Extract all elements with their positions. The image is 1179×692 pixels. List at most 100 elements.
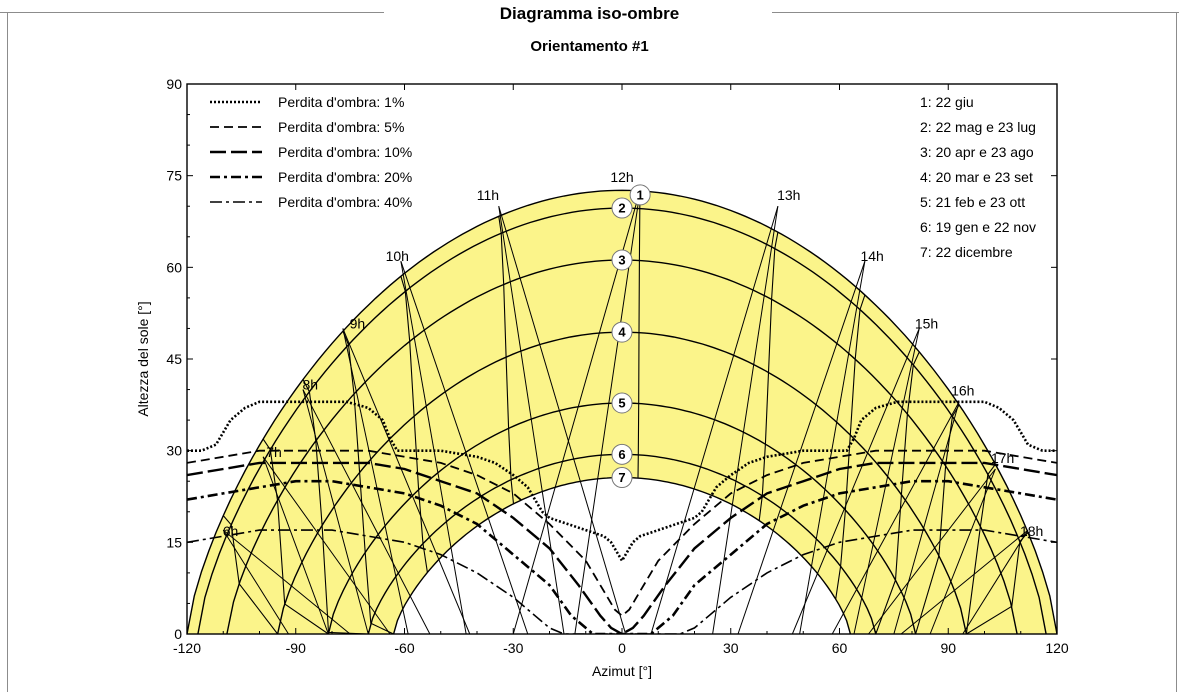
hour-line [850, 532, 1029, 634]
hour-ray [400, 261, 467, 634]
date-legend-item: 6: 19 gen e 22 nov [920, 219, 1036, 235]
date-legend-item: 1: 22 giu [920, 94, 974, 110]
hour-ray [900, 529, 1029, 634]
hour-ray [222, 529, 289, 634]
y-tick-label: 0 [174, 626, 182, 642]
hour-label: 16h [951, 383, 974, 399]
x-tick-label: 30 [723, 640, 739, 656]
hour-line [850, 404, 960, 634]
hour-label: 18h [1020, 523, 1043, 539]
hour-label: 9h [350, 315, 366, 331]
sun-path-marker-1 [629, 184, 651, 206]
hour-ray [222, 529, 351, 634]
y-tick-label: 90 [166, 76, 182, 92]
hour-ray [498, 206, 627, 634]
chart-subtitle: Orientamento #1 [530, 38, 649, 55]
legend-label: Perdita d'ombra: 5% [278, 119, 404, 135]
hour-ray [962, 529, 1029, 634]
frame-top-left [0, 12, 384, 13]
hour-label: 10h [386, 248, 409, 264]
y-tick-label: 60 [166, 259, 182, 275]
hour-label: 6h [223, 523, 239, 539]
chart-title: Diagramma iso-ombre [0, 4, 1179, 24]
frame-left [7, 12, 8, 692]
hour-ray [400, 261, 529, 634]
hour-line [835, 294, 866, 600]
sun-path-marker-label: 5 [618, 396, 625, 411]
sun-path-marker-4 [611, 321, 633, 343]
sun-path-marker-label: 7 [618, 470, 625, 485]
hour-line [850, 463, 996, 634]
legend-label: Perdita d'ombra: 20% [278, 169, 412, 185]
hour-line [342, 330, 394, 634]
hour-label: 8h [302, 377, 318, 393]
y-tick-label: 15 [166, 534, 182, 550]
sun-path-marker-7 [611, 467, 633, 489]
hour-line [498, 216, 515, 504]
hour-label: 12h [610, 169, 633, 185]
date-legend-item: 4: 20 mar e 23 set [920, 169, 1033, 185]
hour-label: 14h [860, 248, 883, 264]
shading-series-3 [187, 461, 1057, 634]
x-tick-label: -120 [173, 640, 201, 656]
date-legend-item: 7: 22 dicembre [920, 244, 1013, 260]
sun-path-marker-label: 1 [637, 187, 644, 202]
hour-line [637, 190, 641, 479]
shading-series-2 [187, 449, 1057, 617]
hour-ray [342, 328, 409, 634]
frame-right [1176, 12, 1177, 692]
hour-ray [791, 328, 920, 634]
frame-top-right [772, 12, 1179, 13]
hour-ray [929, 468, 996, 634]
y-tick-label: 30 [166, 443, 182, 459]
hour-label: 13h [777, 187, 800, 203]
x-axis-title: Azimut [°] [592, 663, 652, 679]
hour-line [850, 351, 920, 634]
hour-line [400, 276, 428, 573]
legend-label: Perdita d'ombra: 10% [278, 144, 412, 160]
date-legend-item: 5: 21 feb e 23 ott [920, 194, 1025, 210]
sun-path-marker-label: 3 [618, 253, 625, 268]
x-tick-label: 120 [1045, 640, 1069, 656]
sun-path-marker-label: 2 [618, 201, 625, 216]
sun-path-marker-2 [611, 197, 633, 219]
hour-ray [342, 328, 471, 634]
x-tick-label: 90 [940, 640, 956, 656]
hour-ray [302, 389, 369, 634]
sun-path-marker-label: 4 [618, 325, 626, 340]
x-tick-label: 60 [832, 640, 848, 656]
hour-ray [893, 401, 960, 634]
date-legend-item: 2: 22 mag e 23 lug [920, 119, 1036, 135]
hour-ray [650, 206, 779, 634]
hour-ray [799, 261, 866, 634]
shading-series-5 [187, 529, 1057, 634]
hour-ray [262, 456, 329, 634]
y-tick-label: 45 [166, 351, 182, 367]
shading-series-1 [187, 400, 1057, 564]
hour-label: 17h [991, 450, 1014, 466]
hour-label: 15h [915, 315, 938, 331]
legend-label: Perdita d'ombra: 1% [278, 94, 404, 110]
date-legend-item: 3: 20 apr e 23 ago [920, 144, 1034, 160]
hour-line [302, 379, 394, 634]
sun-path-marker-3 [611, 249, 633, 271]
sun-path-marker-6 [611, 443, 633, 465]
legend-label: Perdita d'ombra: 40% [278, 194, 412, 210]
hour-label: 7h [266, 444, 282, 460]
hour-ray [302, 389, 431, 634]
sun-path-marker-5 [611, 392, 633, 414]
hour-line [262, 438, 394, 634]
x-tick-label: 0 [618, 640, 626, 656]
hour-ray [737, 261, 866, 634]
hour-label: 11h [477, 187, 499, 203]
hour-ray [712, 206, 779, 634]
hour-line [222, 515, 394, 634]
hour-ray [831, 401, 960, 634]
x-tick-label: -30 [503, 640, 523, 656]
shading-series-4 [187, 479, 1057, 634]
x-tick-label: -90 [286, 640, 306, 656]
sun-path-1 [187, 189, 1057, 634]
y-axis-title: Altezza del sole [°] [135, 301, 151, 416]
x-tick-label: -60 [394, 640, 414, 656]
sun-path-marker-label: 6 [618, 447, 625, 462]
